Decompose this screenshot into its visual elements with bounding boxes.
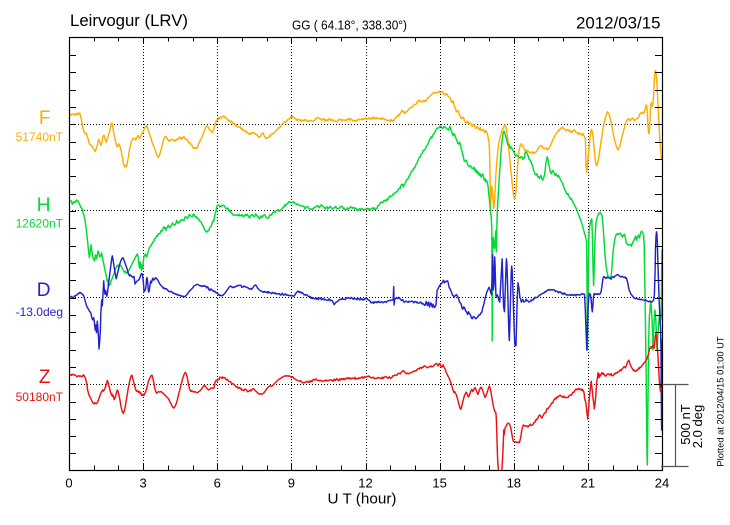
svg-text:Plotted at 2012/04/15 01:00 UT: Plotted at 2012/04/15 01:00 UT: [715, 336, 726, 467]
svg-text:24: 24: [655, 476, 669, 491]
svg-text:-13.0deg: -13.0deg: [16, 305, 63, 319]
svg-text:0: 0: [65, 476, 72, 491]
svg-text:15: 15: [432, 476, 446, 491]
svg-text:21: 21: [581, 476, 595, 491]
svg-text:2.0 deg: 2.0 deg: [690, 405, 705, 448]
svg-text:2012/03/15: 2012/03/15: [576, 14, 661, 33]
svg-text:H: H: [37, 195, 51, 216]
svg-text:9: 9: [288, 476, 295, 491]
svg-text:12: 12: [358, 476, 372, 491]
svg-text:18: 18: [507, 476, 521, 491]
svg-text:12620nT: 12620nT: [16, 217, 64, 231]
svg-text:500 nT: 500 nT: [678, 404, 693, 445]
svg-text:51740nT: 51740nT: [16, 130, 64, 144]
svg-text:Z: Z: [39, 367, 51, 388]
svg-text:GG ( 64.18°, 338.30°): GG ( 64.18°, 338.30°): [292, 17, 407, 32]
svg-text:Leirvogur (LRV): Leirvogur (LRV): [70, 11, 188, 30]
svg-text:6: 6: [214, 476, 221, 491]
svg-text:50180nT: 50180nT: [16, 390, 64, 404]
svg-text:U T (hour): U T (hour): [328, 490, 397, 507]
svg-text:F: F: [39, 108, 51, 129]
svg-text:3: 3: [139, 476, 146, 491]
svg-text:D: D: [37, 280, 51, 301]
